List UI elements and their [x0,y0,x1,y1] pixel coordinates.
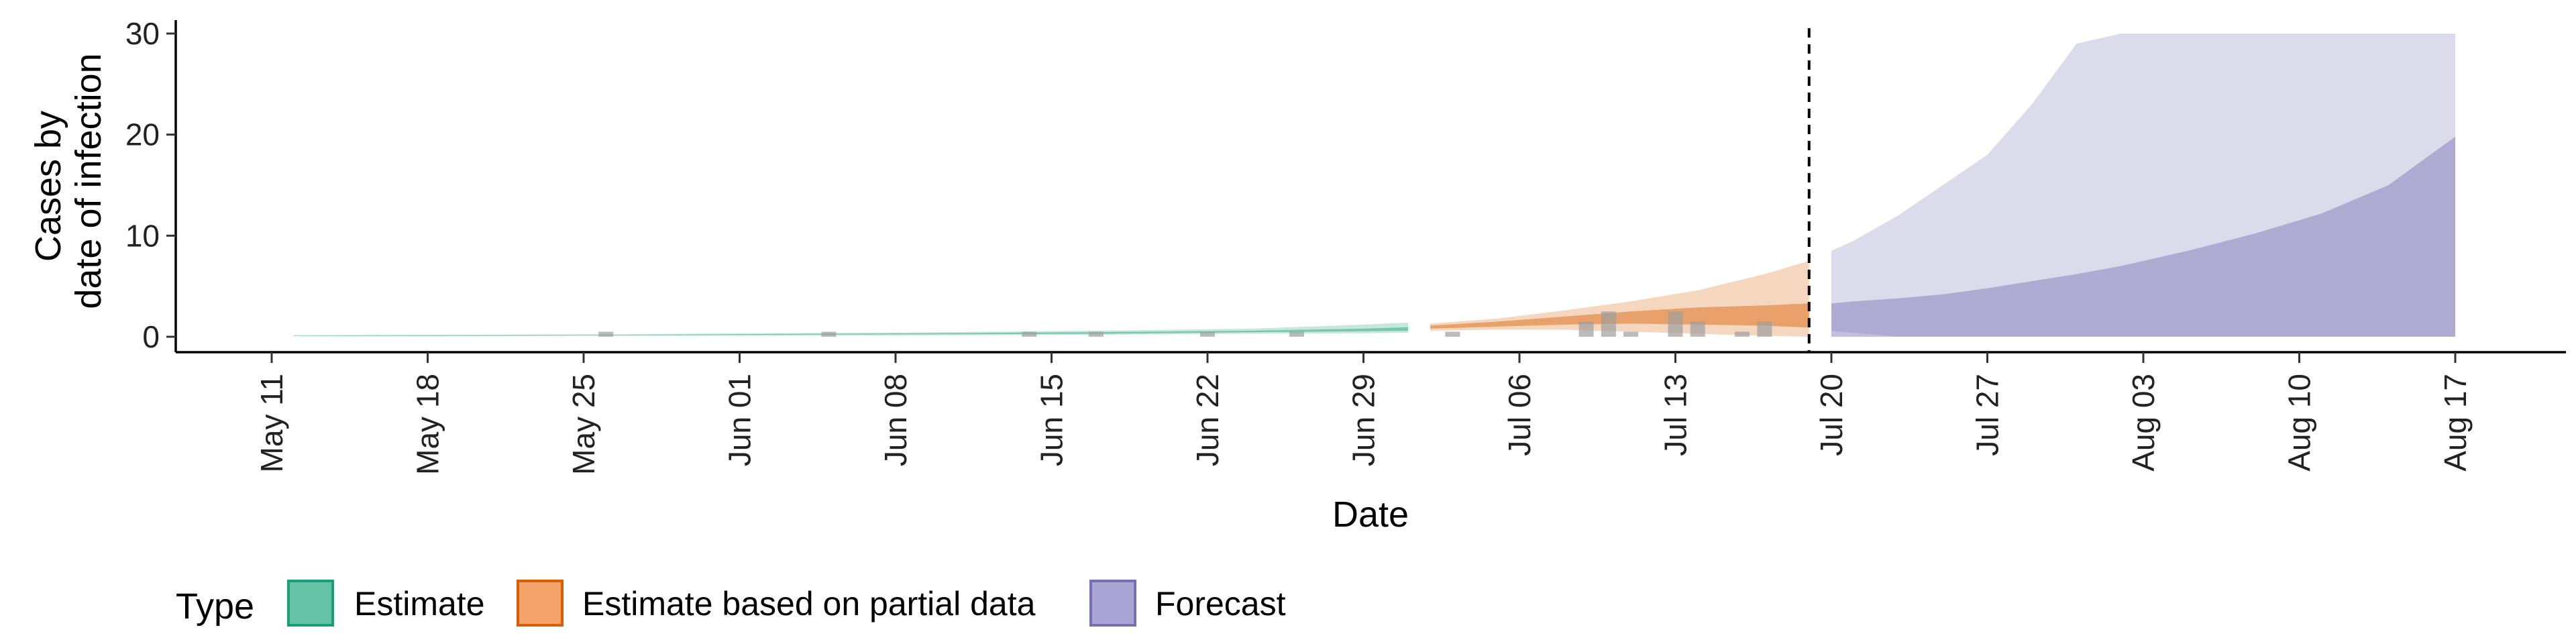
legend: Type Estimate Estimate based on partial … [176,580,1286,627]
observed-bar [1668,311,1683,337]
y-tick-label: 20 [125,117,160,152]
observed-cases [598,311,1772,337]
observed-bar [1022,331,1037,337]
observed-bar [1757,321,1772,337]
observed-bar [1088,331,1104,337]
x-tick-label: Jun 29 [1346,374,1381,466]
y-axis-title-line-2: date of infection [68,53,109,309]
observed-bar [1578,321,1594,337]
legend-label-forecast: Forecast [1155,585,1286,623]
legend-key-partial [517,580,564,627]
band-50-estimate-based-on-partial-data [1430,303,1809,329]
x-axis-title: Date [1332,494,1409,535]
x-tick-label: Aug 03 [2126,374,2161,472]
observed-bar [1289,331,1304,337]
legend-label-partial: Estimate based on partial data [582,585,1036,623]
y-axis-title: Cases by date of infection [28,53,109,309]
observed-bar [1445,331,1460,337]
y-tick-label: 0 [142,319,160,354]
legend-title: Type [176,586,254,627]
observed-bar [1601,311,1616,337]
x-tick-label: Jul 20 [1814,374,1849,456]
y-axis-ticks: 0 10 20 30 [125,16,176,354]
band-90-estimate [294,322,1408,337]
band-90-forecast [1831,34,2455,337]
x-tick-label: May 25 [566,374,601,475]
x-tick-label: Aug 17 [2438,374,2473,472]
observed-bar [821,331,837,337]
x-tick-label: Jun 08 [878,374,913,466]
legend-label-estimate: Estimate [354,585,485,623]
band-50-estimate [294,327,1408,336]
x-tick-label: May 11 [254,374,289,472]
legend-key-forecast [1089,580,1136,627]
legend-key-estimate [287,580,334,627]
y-axis-title-line-1: Cases by [28,111,68,262]
observed-bar [1735,331,1750,337]
uncertainty-bands [294,34,2455,337]
y-tick-label: 30 [125,16,160,51]
observed-bar [1623,331,1639,337]
observed-bar [598,331,614,337]
band-50-forecast [1831,136,2455,337]
y-tick-label: 10 [125,218,160,253]
band-90-estimate-based-on-partial-data [1430,261,1809,337]
x-tick-label: Jun 15 [1034,374,1069,466]
observed-bar [1690,321,1705,337]
x-tick-label: Jul 27 [1970,374,2005,456]
x-tick-label: Jun 22 [1190,374,1225,466]
x-tick-label: Jul 06 [1502,374,1537,456]
x-tick-label: Jun 01 [722,374,757,466]
x-axis-ticks: May 11 May 18 May 25 Jun 01 Jun 08 Jun 15 Jun … [254,352,2473,475]
x-tick-label: Jul 13 [1658,374,1693,456]
x-tick-label: Aug 10 [2282,374,2317,472]
x-tick-label: May 18 [411,374,445,475]
observed-bar [1200,331,1215,337]
